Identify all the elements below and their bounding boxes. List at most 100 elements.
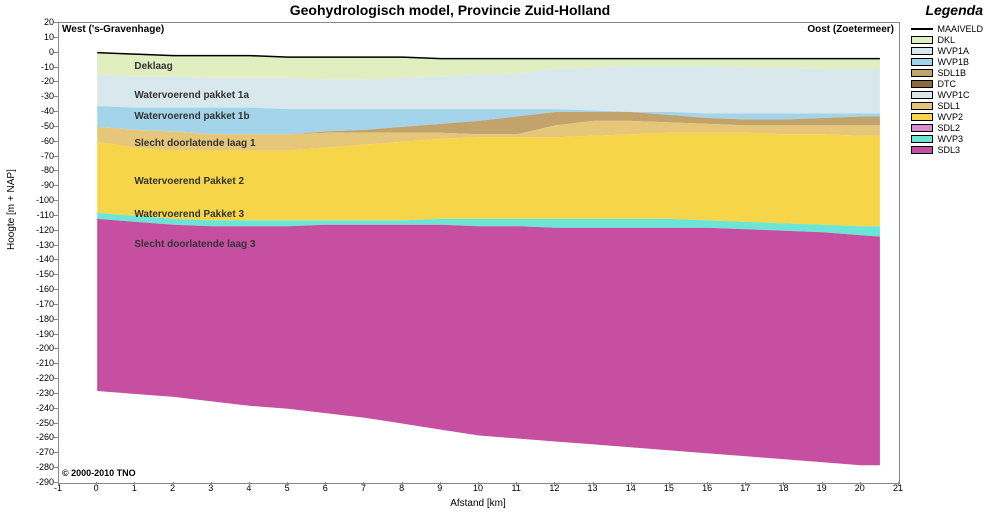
- y-tick-mark: [54, 467, 58, 468]
- y-tick-mark: [54, 185, 58, 186]
- legend-item: WVP2: [911, 112, 983, 122]
- y-tick-mark: [54, 437, 58, 438]
- y-tick-mark: [54, 319, 58, 320]
- x-tick-mark: [96, 482, 97, 486]
- x-tick-mark: [898, 482, 899, 486]
- y-tick-mark: [54, 393, 58, 394]
- layer-label: Deklaag: [134, 61, 172, 72]
- y-tick-label: -190: [20, 330, 54, 339]
- legend-item: WVP1A: [911, 46, 983, 56]
- y-tick-mark: [54, 37, 58, 38]
- x-tick-mark: [783, 482, 784, 486]
- legend-label: MAAIVELD: [937, 24, 983, 34]
- legend-label: SDL1B: [937, 68, 966, 78]
- y-tick-mark: [54, 378, 58, 379]
- y-tick-label: -90: [20, 181, 54, 190]
- y-tick-label: -210: [20, 359, 54, 368]
- legend-item: SDL1: [911, 101, 983, 111]
- x-tick-mark: [593, 482, 594, 486]
- legend-label: WVP1B: [937, 57, 969, 67]
- legend-swatch: [911, 124, 933, 132]
- legend-item: SDL1B: [911, 68, 983, 78]
- legend-item: WVP3: [911, 134, 983, 144]
- y-tick-mark: [54, 289, 58, 290]
- chart-title: Geohydrologisch model, Provincie Zuid-Ho…: [0, 2, 900, 18]
- y-tick-label: -100: [20, 196, 54, 205]
- legend-item: MAAIVELD: [911, 24, 983, 34]
- x-tick-mark: [134, 482, 135, 486]
- y-tick-label: -270: [20, 448, 54, 457]
- legend-item: WVP1B: [911, 57, 983, 67]
- y-tick-mark: [54, 126, 58, 127]
- layer-label: Watervoerend Pakket 2: [134, 176, 244, 187]
- y-tick-mark: [54, 170, 58, 171]
- legend-label: WVP1C: [937, 90, 969, 100]
- y-tick-mark: [54, 141, 58, 142]
- y-tick-mark: [54, 111, 58, 112]
- y-tick-label: -50: [20, 122, 54, 131]
- legend-label: SDL1: [937, 101, 960, 111]
- y-tick-mark: [54, 156, 58, 157]
- legend-label: DTC: [937, 79, 956, 89]
- layer-label: Watervoerend Pakket 3: [134, 209, 244, 220]
- legend-item: DTC: [911, 79, 983, 89]
- legend-title: Legenda: [925, 2, 983, 18]
- x-tick-mark: [516, 482, 517, 486]
- y-tick-label: -260: [20, 433, 54, 442]
- x-tick-mark: [402, 482, 403, 486]
- legend: MAAIVELDDKLWVP1AWVP1BSDL1BDTCWVP1CSDL1WV…: [911, 24, 983, 156]
- y-tick-label: -220: [20, 374, 54, 383]
- y-tick-mark: [54, 67, 58, 68]
- x-tick-mark: [173, 482, 174, 486]
- copyright-label: © 2000-2010 TNO: [62, 468, 136, 478]
- y-tick-label: 0: [20, 48, 54, 57]
- y-tick-label: -180: [20, 315, 54, 324]
- legend-swatch: [911, 28, 933, 30]
- y-tick-label: -160: [20, 285, 54, 294]
- legend-swatch: [911, 36, 933, 44]
- y-tick-label: -120: [20, 226, 54, 235]
- y-tick-label: -40: [20, 107, 54, 116]
- y-tick-mark: [54, 274, 58, 275]
- y-tick-label: -280: [20, 463, 54, 472]
- y-tick-mark: [54, 215, 58, 216]
- y-tick-label: -10: [20, 63, 54, 72]
- y-axis-label: Hoogte [m + NAP]: [6, 169, 17, 250]
- x-tick-mark: [249, 482, 250, 486]
- y-tick-mark: [54, 200, 58, 201]
- y-tick-label: -170: [20, 300, 54, 309]
- x-tick-mark: [669, 482, 670, 486]
- y-tick-label: -140: [20, 255, 54, 264]
- legend-swatch: [911, 58, 933, 66]
- y-tick-label: 20: [20, 18, 54, 27]
- legend-item: WVP1C: [911, 90, 983, 100]
- legend-label: WVP3: [937, 134, 963, 144]
- legend-item: SDL3: [911, 145, 983, 155]
- layer-label: Slecht doorlatende laag 1: [134, 138, 255, 149]
- layer-label: Watervoerend pakket 1b: [134, 111, 249, 122]
- y-tick-mark: [54, 408, 58, 409]
- legend-item: DKL: [911, 35, 983, 45]
- legend-label: SDL3: [937, 145, 960, 155]
- y-tick-mark: [54, 81, 58, 82]
- legend-swatch: [911, 135, 933, 143]
- y-tick-mark: [54, 22, 58, 23]
- x-tick-mark: [478, 482, 479, 486]
- x-tick-mark: [860, 482, 861, 486]
- legend-label: DKL: [937, 35, 955, 45]
- corner-east-label: Oost (Zoetermeer): [807, 24, 894, 35]
- y-tick-mark: [54, 52, 58, 53]
- x-tick-mark: [325, 482, 326, 486]
- legend-swatch: [911, 47, 933, 55]
- y-tick-mark: [54, 304, 58, 305]
- y-tick-label: 10: [20, 33, 54, 42]
- y-tick-mark: [54, 245, 58, 246]
- y-tick-mark: [54, 348, 58, 349]
- y-tick-mark: [54, 259, 58, 260]
- x-tick-mark: [440, 482, 441, 486]
- y-tick-mark: [54, 452, 58, 453]
- y-tick-mark: [54, 96, 58, 97]
- legend-swatch: [911, 146, 933, 154]
- y-tick-label: -240: [20, 404, 54, 413]
- x-tick-mark: [363, 482, 364, 486]
